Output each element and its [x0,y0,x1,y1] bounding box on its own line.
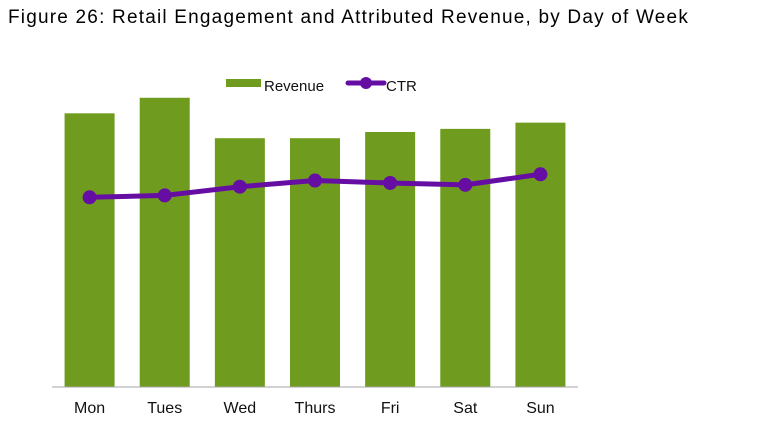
revenue-bar-fri [365,131,416,387]
figure-title: Figure 26: Retail Engagement and Attribu… [8,7,690,28]
revenue-bar-sun [515,122,566,388]
x-tick-label-tues: Tues [147,400,182,417]
ctr-point-sat [458,177,473,192]
ctr-point-thurs [308,173,322,188]
legend-revenue-label: Revenue [264,78,324,95]
legend-revenue-swatch [226,79,261,87]
revenue-bar-mon [64,113,115,387]
x-tick-label-fri: Fri [381,400,400,417]
ctr-point-mon [82,190,97,205]
x-tick-label-sat: Sat [453,400,478,417]
revenue-bar-wed [214,138,265,387]
legend-ctr-label: CTR [386,78,417,95]
ctr-point-tues [157,188,172,203]
ctr-point-sun [533,167,548,182]
x-tick-label-thurs: Thurs [295,400,336,417]
ctr-point-fri [383,175,398,190]
ctr-point-wed [232,179,247,194]
x-tick-label-mon: Mon [74,400,105,417]
x-tick-label-wed: Wed [224,400,257,417]
x-tick-label-sun: Sun [526,400,554,417]
legend: Revenue CTR [226,77,417,95]
revenue-bar-tues [139,97,190,388]
legend-ctr-marker [360,77,372,89]
revenue-bar-sat [440,128,491,387]
